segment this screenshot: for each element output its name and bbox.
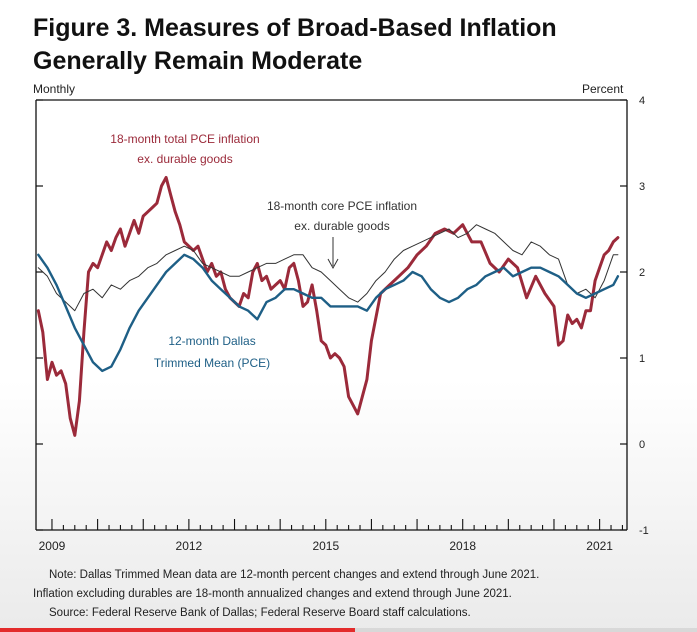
inflation-chart: -1 0 1 2 3 4 2009 2012 2015 2018 2021 18-month tota… [35, 95, 649, 553]
x-tick-label: 2009 [39, 539, 66, 553]
source-line: Source: Federal Reserve Bank of Dallas; … [49, 607, 471, 619]
figure-title: Figure 3. Measures of Broad-Based Inflat… [33, 12, 673, 78]
y-tick-label: 2 [639, 267, 645, 279]
core-pce-ex-durables-line [37, 224, 619, 312]
annotation-label: ex. durable goods [137, 152, 232, 166]
note-line-2: Inflation excluding durables are 18-mont… [33, 588, 512, 600]
chart-notes: Note: Dallas Trimmed Mean data are 12-mo… [33, 566, 673, 623]
total-pce-ex-durables-line [36, 175, 620, 437]
x-tick-label: 2012 [176, 539, 203, 553]
dallas-trimmed-mean-line [37, 253, 620, 373]
annotation-label: 18-month core PCE inflation [267, 199, 417, 213]
x-tick-label: 2015 [312, 539, 339, 553]
video-progress-bar[interactable] [0, 628, 697, 632]
y-tick-label: 1 [639, 353, 645, 365]
video-progress-fill [0, 628, 356, 632]
title-line-2: Generally Remain Moderate [33, 47, 363, 75]
y-tick-label: 4 [639, 95, 645, 107]
annotation-label: 12-month Dallas [168, 334, 255, 348]
annotation-label: 18-month total PCE inflation [110, 132, 259, 146]
x-tick-label: 2021 [586, 539, 613, 553]
annotation-label: Trimmed Mean (PCE) [154, 356, 270, 370]
left-axis-label: Monthly [33, 82, 76, 96]
y-tick-label: 3 [639, 181, 645, 193]
title-line-1: Figure 3. Measures of Broad-Based Inflat… [33, 14, 557, 42]
annotation-label: ex. durable goods [294, 219, 389, 233]
right-axis-label: Percent [582, 82, 624, 96]
y-tick-label: -1 [639, 525, 649, 537]
note-line-1: Note: Dallas Trimmed Mean data are 12-mo… [49, 569, 540, 581]
y-tick-label: 0 [639, 439, 645, 451]
annotation-arrow-head [327, 258, 339, 270]
x-tick-label: 2018 [449, 539, 476, 553]
